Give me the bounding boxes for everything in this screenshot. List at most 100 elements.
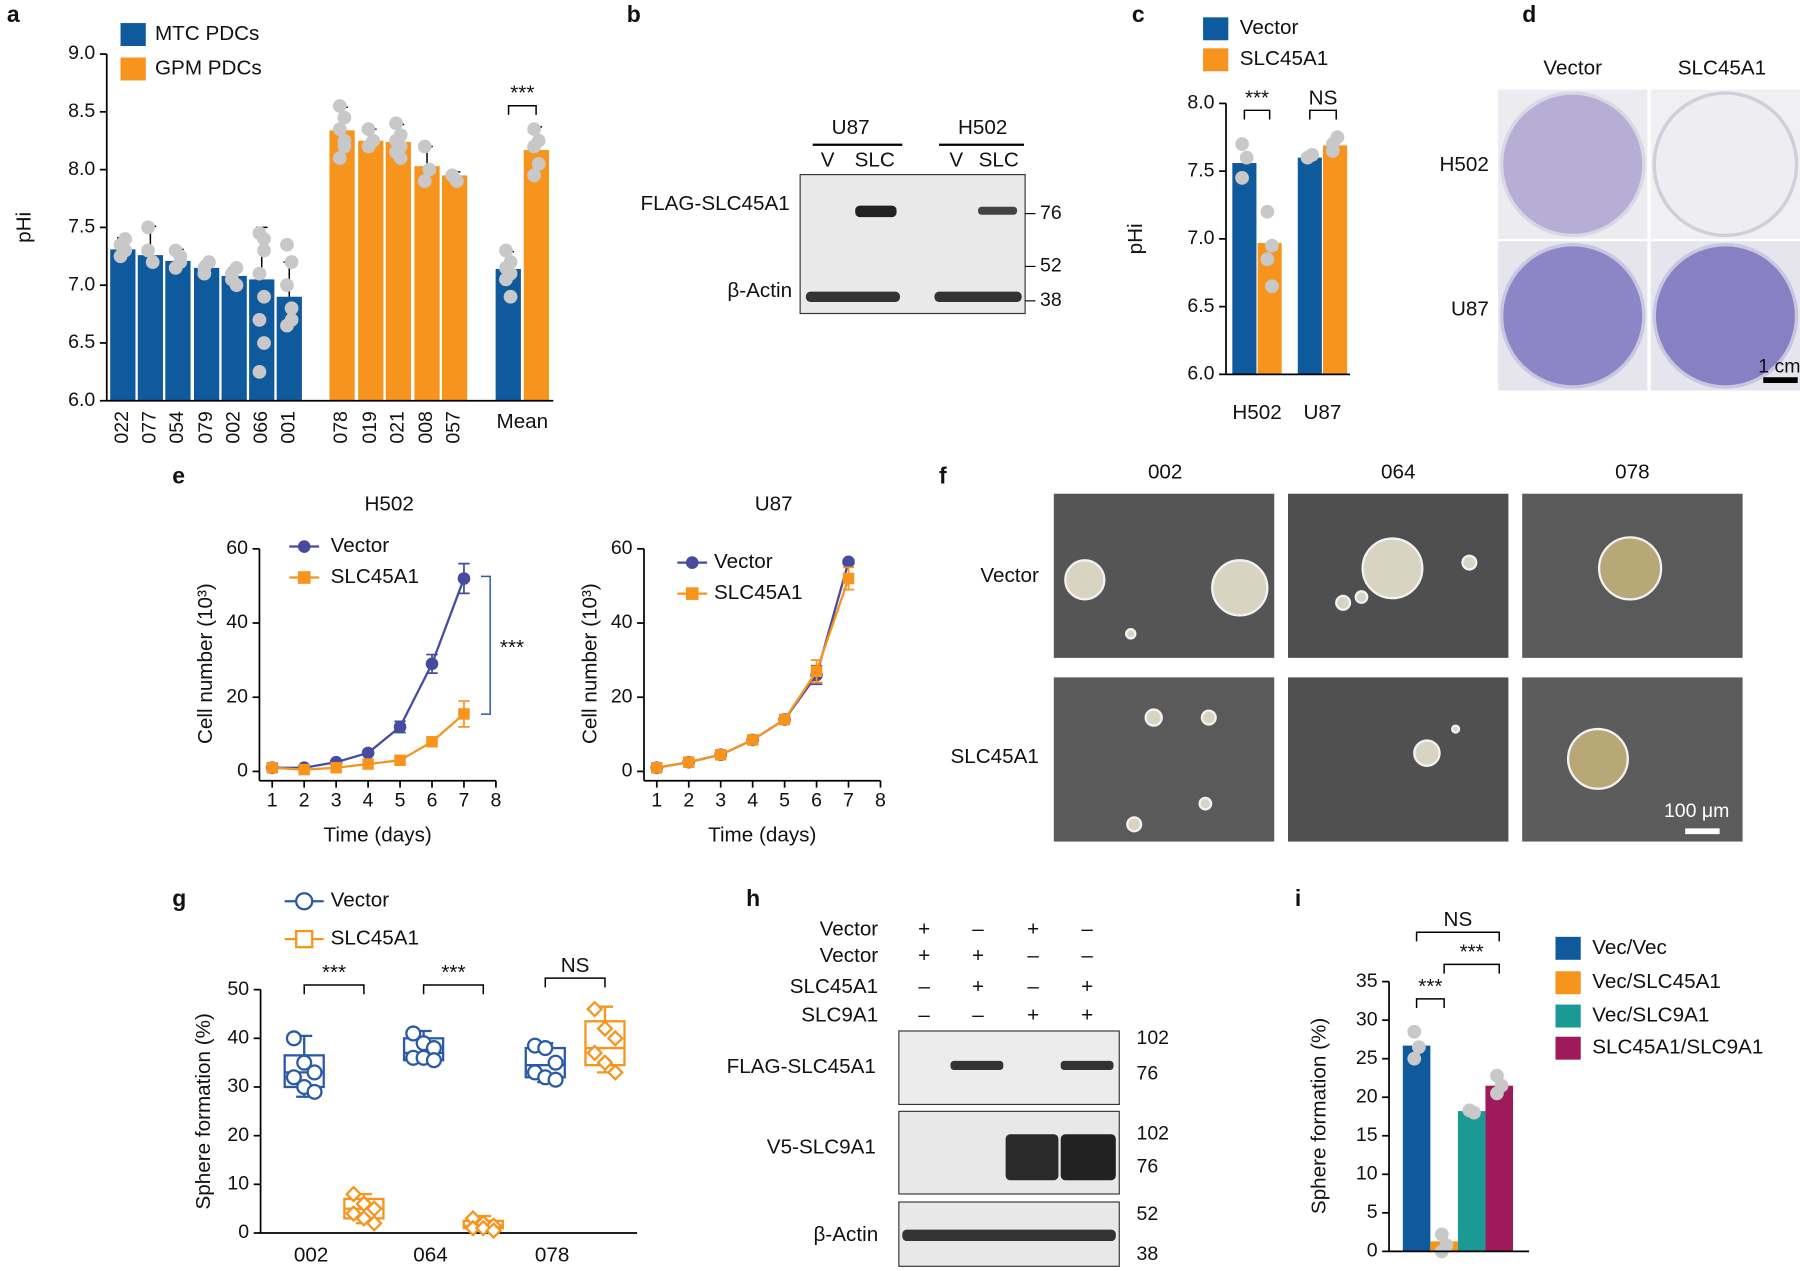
condition-label: SLC45A1: [790, 975, 878, 998]
y-axis-label: pHi: [1124, 223, 1147, 254]
data-point: [332, 151, 347, 165]
data-point: [527, 139, 541, 154]
annotation: NS: [1444, 908, 1473, 931]
panel-letter: c: [1132, 1, 1145, 27]
y-tick-label: 0: [1367, 1240, 1378, 1262]
bracket: [1415, 931, 1500, 942]
annotation: ***: [500, 636, 524, 659]
data-point: [1467, 1105, 1481, 1120]
x-tick-label: 1: [267, 790, 278, 812]
legend-label: GPM PDCs: [155, 56, 262, 79]
cell-line: U87: [832, 116, 870, 139]
data-point: [485, 1222, 503, 1240]
data-point: [606, 1063, 624, 1081]
chart-title: U87: [755, 493, 793, 516]
data-point: [285, 1030, 302, 1047]
y-tick-label: 10: [1356, 1162, 1378, 1184]
data-point: [547, 1071, 564, 1088]
y-tick-label: 20: [227, 1124, 249, 1146]
bracket: [1415, 998, 1445, 1009]
legend-swatch: [1555, 1004, 1581, 1028]
data-point: [1411, 1040, 1426, 1055]
chart-title: H502: [364, 493, 413, 516]
data-point: [332, 99, 347, 113]
sign: –: [1081, 944, 1093, 967]
x-tick-label: 078: [330, 411, 352, 444]
x-tick-label: 6: [811, 790, 822, 812]
marker: [778, 713, 791, 726]
lane-label: SLC: [855, 148, 895, 171]
band: [1060, 1060, 1114, 1071]
data-point: [1434, 1227, 1449, 1242]
marker: 52: [1136, 1203, 1158, 1225]
column-label: Vector: [1543, 56, 1602, 79]
data-point: [1260, 252, 1275, 267]
sign: –: [972, 1004, 984, 1027]
y-tick-label: 40: [226, 611, 248, 633]
y-tick-label: 8.5: [68, 100, 95, 122]
y-tick-label: 7.5: [68, 216, 95, 238]
image: [1522, 677, 1743, 842]
y-tick-label: 50: [227, 978, 249, 1000]
x-tick-label: 001: [277, 411, 299, 444]
y-tick-label: 8.0: [68, 158, 95, 180]
panel-letter: d: [1522, 1, 1536, 27]
y-tick-label: 6.5: [1187, 295, 1214, 317]
dish: [1499, 242, 1646, 389]
data-point: [280, 237, 294, 252]
row-label: SLC45A1: [950, 745, 1038, 768]
marker: 102: [1136, 1027, 1169, 1049]
annotation: NS: [1309, 86, 1338, 109]
marker: [746, 734, 759, 746]
data-point: [306, 1064, 323, 1081]
data-point: [257, 243, 271, 258]
chart: 0 10 20 30 40 50 Sphere formation (%) 002 064 078…: [192, 889, 638, 1266]
panel-letters: a b c d e f g h i: [7, 1, 1536, 911]
marker: [651, 761, 663, 774]
cell-line: H502: [958, 116, 1007, 139]
data-point: [257, 336, 271, 350]
sign: +: [972, 975, 984, 998]
data-point: [425, 1052, 442, 1069]
row-label: H502: [1440, 153, 1489, 176]
data-point: [118, 232, 133, 246]
data-point: [345, 1185, 363, 1203]
annotation: ***: [1418, 975, 1442, 998]
row-label: β-Actin: [727, 279, 792, 302]
marker: 76: [1136, 1063, 1158, 1085]
chart: 0 20 40 60 Cell number (10³) 1 2 3 4 5 6 7 8 Time (da…: [194, 493, 524, 847]
data-point: [547, 1054, 564, 1071]
bar: [495, 269, 521, 401]
bar: [1297, 157, 1322, 375]
data-point: [361, 122, 376, 137]
x-tick-label: 054: [166, 411, 188, 444]
bracket: [1309, 109, 1337, 120]
x-tick-label: 008: [415, 411, 437, 444]
x-tick-label: 079: [195, 411, 217, 444]
legend-marker: [685, 587, 699, 600]
column-label: 078: [1615, 461, 1649, 484]
data-point: [1260, 204, 1275, 219]
column-label: 002: [1148, 461, 1182, 484]
x-tick-label: 002: [294, 1243, 328, 1266]
legend-marker: [685, 556, 699, 569]
legend-label: Vector: [1240, 16, 1299, 39]
row-label: β-Actin: [814, 1223, 879, 1246]
data-point: [1407, 1024, 1422, 1039]
x-tick-label: 3: [715, 790, 726, 812]
x-tick-label: 2: [299, 790, 310, 812]
sign: –: [1081, 917, 1093, 940]
marker: 38: [1136, 1243, 1158, 1265]
y-tick-label: 0: [237, 760, 248, 782]
marker: [842, 572, 855, 585]
bar: [523, 149, 550, 401]
annotation: ***: [441, 961, 465, 984]
y-tick-label: 35: [1356, 970, 1378, 992]
bar: [358, 140, 384, 401]
band: [902, 1229, 1116, 1242]
legend-label: SLC45A1: [331, 565, 419, 588]
sign: +: [1027, 1004, 1039, 1027]
sign: +: [1027, 917, 1039, 940]
row-label: Vector: [980, 564, 1039, 587]
legend-label: Vector: [331, 534, 390, 557]
